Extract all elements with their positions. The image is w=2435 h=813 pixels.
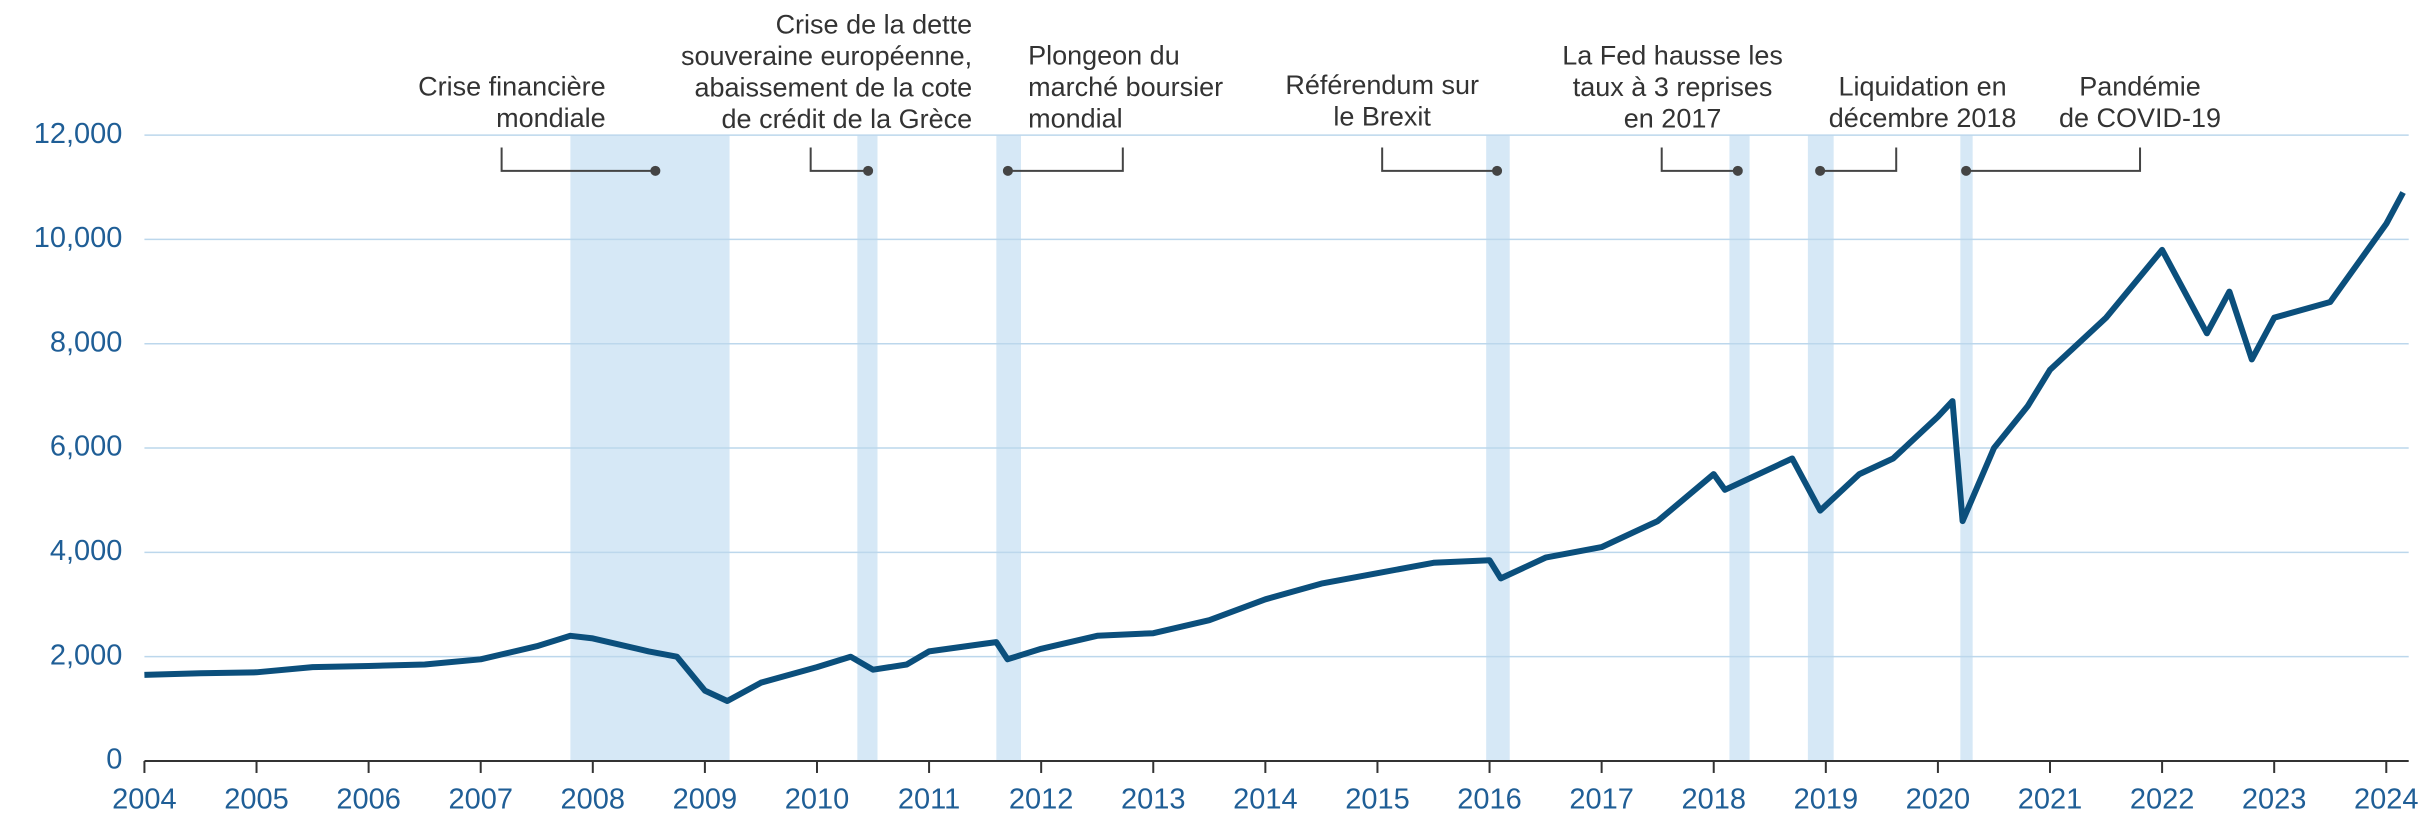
- x-tick-label: 2010: [785, 784, 850, 813]
- annotation-dot: [1002, 165, 1013, 176]
- y-tick-label: 0: [106, 744, 122, 776]
- x-tick-label: 2016: [1457, 784, 1522, 813]
- x-tick-label: 2017: [1569, 784, 1634, 813]
- x-tick-label: 2005: [224, 784, 289, 813]
- annotation-text: souveraine européenne,: [681, 41, 972, 71]
- x-tick-label: 2008: [561, 784, 626, 813]
- x-tick-label: 2020: [1906, 784, 1971, 813]
- annotation-text: le Brexit: [1333, 102, 1431, 132]
- annotation-connector: [1381, 147, 1498, 172]
- annotation-text: La Fed hausse les: [1562, 41, 1783, 71]
- annotation-text: Référendum sur: [1285, 70, 1479, 100]
- x-tick-label: 2018: [1681, 784, 1746, 813]
- annotation-text: Pandémie: [2079, 72, 2201, 102]
- x-tick-label: 2021: [2018, 784, 2083, 813]
- y-tick-label: 10,000: [34, 222, 123, 254]
- annotation-dot: [650, 165, 661, 176]
- x-tick-label: 2024: [2354, 784, 2419, 813]
- x-tick-label: 2019: [1794, 784, 1859, 813]
- annotation-text: abaissement de la cote: [694, 73, 972, 103]
- annotation-connector: [809, 147, 869, 172]
- annotation-text: Liquidation en: [1839, 72, 2007, 102]
- x-tick-label: 2023: [2242, 784, 2307, 813]
- annotation-connector: [1660, 147, 1738, 172]
- annotation-text: marché boursier: [1028, 72, 1223, 102]
- y-tick-label: 6,000: [50, 431, 123, 463]
- annotation-text: taux à 3 reprises: [1573, 72, 1773, 102]
- annotation-text: mondiale: [496, 103, 606, 133]
- annotation-dot: [1961, 165, 1972, 176]
- annotation-text: de crédit de la Grèce: [722, 104, 973, 134]
- y-tick-label: 12,000: [34, 118, 123, 150]
- annotation-dot: [1732, 165, 1743, 176]
- x-tick-label: 2006: [336, 784, 401, 813]
- annotation-dot: [863, 165, 874, 176]
- annotation-text: Plongeon du: [1028, 41, 1180, 71]
- x-tick-label: 2022: [2130, 784, 2195, 813]
- y-tick-label: 2,000: [50, 639, 123, 671]
- x-tick-label: 2015: [1345, 784, 1410, 813]
- annotation-text: Crise financière: [418, 72, 606, 102]
- y-tick-label: 8,000: [50, 326, 123, 358]
- x-tick-label: 2012: [1009, 784, 1074, 813]
- annotation-text: Crise de la dette: [776, 10, 973, 40]
- annotation-text: décembre 2018: [1829, 103, 2017, 133]
- x-tick-label: 2007: [448, 784, 513, 813]
- x-tick-label: 2014: [1233, 784, 1298, 813]
- annotation-dot: [1815, 165, 1826, 176]
- annotation-connector: [1007, 147, 1124, 172]
- annotation-connector: [500, 147, 656, 172]
- annotation-dot: [1492, 165, 1503, 176]
- x-tick-label: 2004: [112, 784, 177, 813]
- annotation-connector: [1820, 147, 1898, 172]
- y-tick-label: 4,000: [50, 535, 123, 567]
- x-tick-label: 2013: [1121, 784, 1186, 813]
- annotation-connector: [1966, 147, 2142, 172]
- x-tick-label: 2011: [898, 784, 960, 813]
- annotation-text: mondial: [1028, 104, 1123, 134]
- annotation-text: en 2017: [1624, 104, 1722, 134]
- x-tick-label: 2009: [673, 784, 738, 813]
- annotation-text: de COVID-19: [2059, 103, 2221, 133]
- price-line: [144, 191, 2406, 704]
